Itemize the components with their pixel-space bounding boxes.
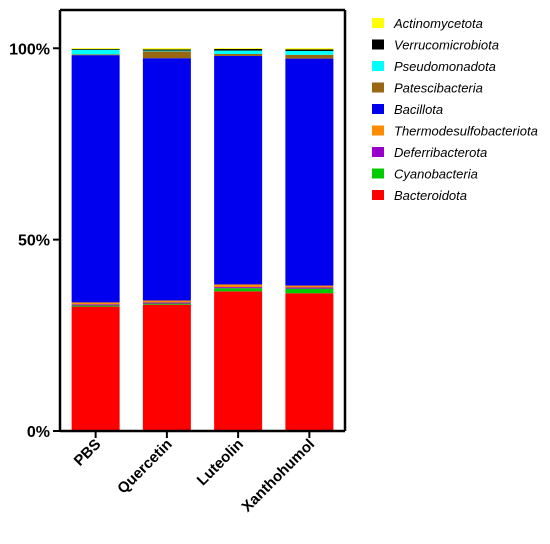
bar-segment-pbs-bacteroidota [71, 306, 120, 431]
bar-segment-pbs-actinomycetota [71, 48, 120, 50]
legend-swatch [372, 125, 384, 136]
y-tick-label: 50% [18, 233, 50, 250]
bar-segment-xanthohumol-bacillota [285, 58, 334, 286]
bar-segment-luteolin-bacillota [214, 55, 263, 285]
legend-label: Cyanobacteria [394, 167, 478, 182]
bar-segment-xanthohumol-cyanobacteria [285, 288, 334, 294]
x-tick-label: Quercetin [114, 436, 176, 498]
legend-label: Patescibacteria [394, 81, 483, 96]
bar-segment-xanthohumol-deferribacterota [285, 287, 334, 289]
legend-label: Deferribacterota [394, 145, 487, 160]
bar-segment-quercetin-thermodesulfobacteriota [142, 300, 191, 303]
bar-segment-pbs-cyanobacteria [71, 305, 120, 307]
legend-label: Bacteroidota [394, 188, 467, 203]
bar-segment-xanthohumol-verrucomicrobiota [285, 49, 334, 51]
legend-swatch [372, 61, 384, 71]
x-tick-label: Xanthohumol [238, 436, 318, 516]
bar-segment-luteolin-cyanobacteria [214, 288, 263, 292]
bar-segment-xanthohumol-bacteroidota [285, 293, 334, 431]
bar-segment-quercetin-cyanobacteria [142, 303, 191, 305]
bar-segment-luteolin-verrucomicrobiota [214, 49, 263, 51]
bar-segment-quercetin-bacillota [142, 58, 191, 301]
legend-swatch [372, 147, 384, 157]
bar-segment-quercetin-bacteroidota [142, 304, 191, 431]
legend-swatch [372, 18, 384, 28]
bar-segment-quercetin-deferribacterota [142, 302, 191, 304]
bar-segment-xanthohumol-pseudomonadota [285, 50, 334, 55]
legend-swatch [372, 190, 384, 200]
legend-label: Thermodesulfobacteriota [394, 124, 538, 139]
bar-segment-luteolin-bacteroidota [214, 291, 263, 431]
x-tick-label: PBS [71, 436, 105, 470]
bar-segment-pbs-pseudomonadota [71, 49, 120, 55]
bar-segment-quercetin-actinomycetota [142, 48, 191, 50]
bar-segment-luteolin-actinomycetota [214, 48, 263, 50]
bar-segment-xanthohumol-actinomycetota [285, 48, 334, 50]
bar-segment-quercetin-verrucomicrobiota [142, 49, 191, 51]
bar-segment-luteolin-deferribacterota [214, 287, 263, 289]
bar-segment-quercetin-pseudomonadota [142, 50, 191, 52]
legend-swatch [372, 39, 384, 50]
bar-segment-pbs-patescibacteria [71, 54, 120, 56]
legend: Actinomycetota Verrucomicrobiota Pseudomon… [372, 16, 538, 203]
bar-segment-pbs-verrucomicrobiota [71, 49, 120, 50]
legend-swatch [372, 104, 384, 114]
bar-segment-xanthohumol-thermodesulfobacteriota [285, 285, 334, 288]
bar-segment-pbs-thermodesulfobacteriota [71, 302, 120, 305]
bar-segment-pbs-bacillota [71, 55, 120, 303]
legend-label: Actinomycetota [393, 16, 483, 31]
bar-segment-luteolin-thermodesulfobacteriota [214, 284, 263, 288]
bar-segment-xanthohumol-patescibacteria [285, 54, 334, 59]
legend-label: Verrucomicrobiota [394, 38, 499, 53]
bar-segment-pbs-deferribacterota [71, 304, 120, 306]
bar-segment-luteolin-patescibacteria [214, 54, 263, 56]
y-tick-label: 100% [9, 41, 50, 58]
y-tick-label: 0% [27, 424, 50, 441]
x-tick-label: Luteolin [194, 436, 247, 489]
legend-label: Pseudomonadota [394, 59, 496, 74]
bar-segment-quercetin-patescibacteria [142, 51, 191, 59]
legend-swatch [372, 82, 384, 93]
bar-segment-luteolin-pseudomonadota [214, 50, 263, 55]
legend-label: Bacillota [394, 102, 443, 117]
legend-swatch [372, 168, 384, 179]
